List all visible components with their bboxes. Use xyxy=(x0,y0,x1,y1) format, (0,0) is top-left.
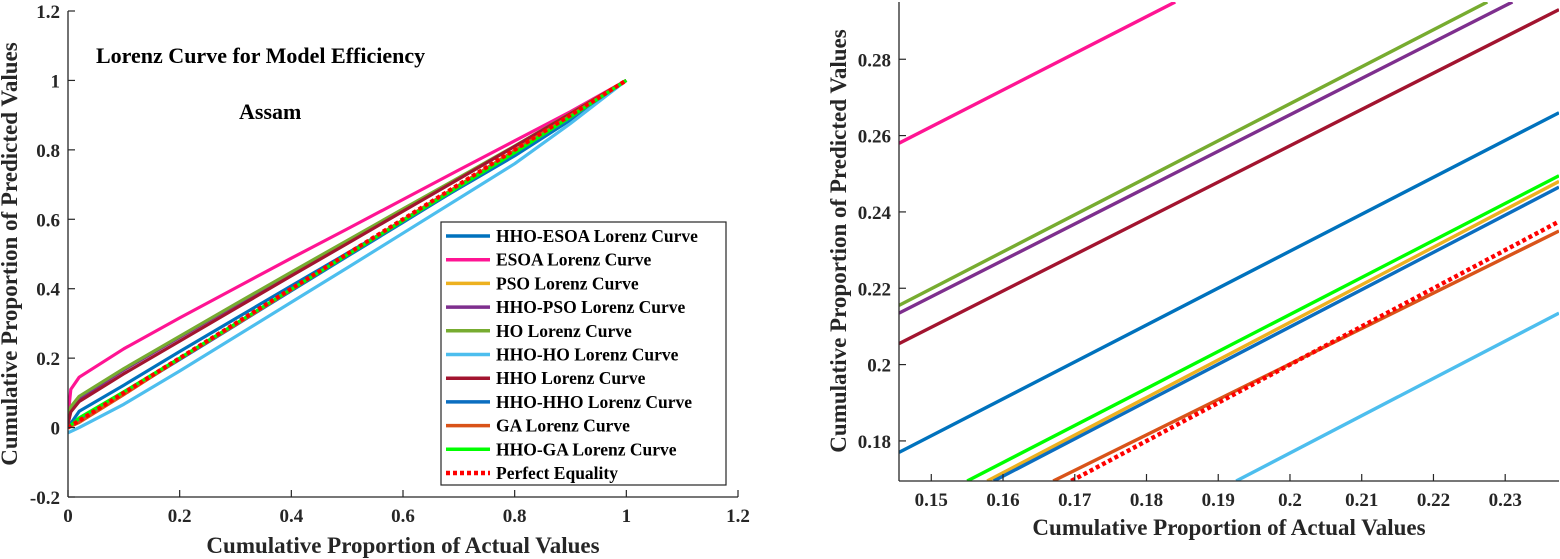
right-y-tick-label: 0.24 xyxy=(858,203,892,224)
left-x-tick-label: 1 xyxy=(622,506,632,527)
right-y-tick-label: 0.22 xyxy=(858,279,891,300)
legend-label-hho-ga-lorenz-curve: HHO-GA Lorenz Curve xyxy=(496,439,677,459)
right-x-tick-label: 0.23 xyxy=(1489,490,1522,511)
left-y-tick-label: 0.8 xyxy=(36,141,60,162)
left-x-tick-label: 0.8 xyxy=(503,506,527,527)
left-x-tick-label: 0.6 xyxy=(391,506,415,527)
legend-label-hho-ho-lorenz-curve: HHO-HO Lorenz Curve xyxy=(496,345,679,365)
legend-label-ho-lorenz-curve: HO Lorenz Curve xyxy=(496,321,632,341)
right-y-tick-label: 0.2 xyxy=(867,356,891,377)
left-x-tick-label: 0.4 xyxy=(279,506,303,527)
right-series-esoa-lorenz-curve xyxy=(899,2,1176,145)
right-series-pso-lorenz-curve xyxy=(986,179,1559,481)
legend-label-esoa-lorenz-curve: ESOA Lorenz Curve xyxy=(496,250,651,270)
left-y-tick-label: 1.2 xyxy=(36,2,60,23)
right-x-tick-label: 0.19 xyxy=(1202,490,1235,511)
right-x-tick-label: 0.18 xyxy=(1130,490,1163,511)
left-y-tick-label: -0.2 xyxy=(30,488,60,509)
left-y-tick-label: 0.6 xyxy=(36,210,60,231)
legend-label-pso-lorenz-curve: PSO Lorenz Curve xyxy=(496,273,639,293)
left-y-axis-label: Cumulative Proportion of Predicted Value… xyxy=(0,42,22,465)
right-series-perfect-equality xyxy=(1070,219,1559,481)
chart-subtitle: Assam xyxy=(239,99,301,124)
right-series-hho-lorenz-curve xyxy=(899,8,1559,346)
chart-title: Lorenz Curve for Model Efficiency xyxy=(96,43,425,68)
right-series-hho-ho-lorenz-curve xyxy=(1235,311,1559,481)
right-series-hho-pso-lorenz-curve xyxy=(899,2,1514,315)
legend-label-perfect-equality: Perfect Equality xyxy=(496,463,618,483)
right-series-hho-ga-lorenz-curve xyxy=(966,174,1559,481)
left-lorenz-plot: 0 0.2 0.4 0.6 0.8 1 1.2-0.200.20.40.60.811.2 C… xyxy=(0,2,750,558)
right-x-tick-label: 0.15 xyxy=(915,490,948,511)
right-y-axis-label: Cumulative Proportion of Predicted Value… xyxy=(826,29,851,452)
left-series-hho-ho-lorenz-curve xyxy=(68,79,628,435)
right-series-hho-esoa-lorenz-curve xyxy=(899,111,1559,454)
left-x-axis-label: Cumulative Proportion of Actual Values xyxy=(206,533,599,558)
right-x-tick-label: 0.2 xyxy=(1278,490,1302,511)
left-series-esoa-lorenz-curve xyxy=(68,79,628,418)
right-x-tick-label: 0.21 xyxy=(1345,490,1378,511)
right-y-tick-label: 0.28 xyxy=(858,50,891,71)
right-y-tick-label: 0.18 xyxy=(858,432,891,453)
legend: HHO-ESOA Lorenz Curve ESOA Lorenz Curve PS… xyxy=(440,221,727,486)
legend-label-hho-hho-lorenz-curve: HHO-HHO Lorenz Curve xyxy=(496,392,692,412)
legend-label-hho-esoa-lorenz-curve: HHO-ESOA Lorenz Curve xyxy=(496,226,698,246)
right-series-hho-hho-lorenz-curve xyxy=(992,185,1559,481)
left-x-tick-label: 1.2 xyxy=(726,506,750,527)
legend-label-hho-pso-lorenz-curve: HHO-PSO Lorenz Curve xyxy=(496,297,685,317)
left-y-tick-label: 0 xyxy=(51,419,61,440)
left-series-perfect-equality xyxy=(68,78,628,430)
legend-label-ga-lorenz-curve: GA Lorenz Curve xyxy=(496,416,630,436)
left-x-tick-label: 0 xyxy=(63,506,73,527)
left-series-hho-lorenz-curve xyxy=(68,79,628,425)
left-y-tick-label: 1 xyxy=(51,71,61,92)
left-y-tick-label: 0.4 xyxy=(36,280,60,301)
left-y-tick-label: 0.2 xyxy=(36,349,60,370)
right-series-ho-lorenz-curve xyxy=(899,2,1489,307)
right-x-axis-label: Cumulative Proportion of Actual Values xyxy=(1032,515,1425,540)
right-x-tick-label: 0.17 xyxy=(1058,490,1092,511)
right-zoom-plot: 0.15 0.16 0.17 0.18 0.19 0.2 0.21 0.22 0.23 0.18 0… xyxy=(826,2,1559,540)
legend-label-hho-lorenz-curve: HHO Lorenz Curve xyxy=(496,368,646,388)
right-x-tick-label: 0.16 xyxy=(986,490,1019,511)
right-y-tick-label: 0.26 xyxy=(858,127,891,148)
right-x-tick-label: 0.22 xyxy=(1417,490,1450,511)
left-x-tick-label: 0.2 xyxy=(168,506,192,527)
